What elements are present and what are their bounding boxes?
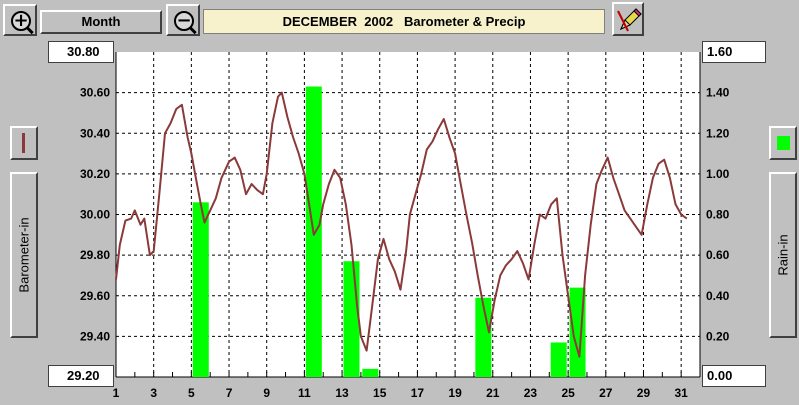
left-y-tick-label: 29.80 — [80, 248, 110, 262]
x-tick-label: 15 — [373, 386, 387, 400]
rain-bar-day-14 — [362, 368, 379, 377]
left-y-tick-label: 30.60 — [80, 86, 110, 100]
left-y-tick-label: 30.40 — [80, 126, 110, 140]
right-y-tick-label: 0.60 — [706, 248, 730, 262]
zoom-in-button[interactable]: + — [3, 4, 37, 36]
right-axis-bottom-value: 0.00 — [702, 365, 766, 387]
rain-bar-swatch-button[interactable] — [769, 126, 797, 160]
barometer-polyline — [115, 91, 688, 358]
x-tick-label: 31 — [674, 386, 688, 400]
rain-bar-day-20 — [475, 297, 492, 377]
rain-bar-day-24 — [550, 342, 567, 377]
line-swatch-icon — [22, 133, 25, 153]
x-tick-label: 7 — [225, 386, 233, 400]
bar-swatch-icon — [777, 136, 790, 150]
left-y-tick-label: 30.20 — [80, 167, 110, 181]
x-tick-label: 17 — [410, 386, 425, 400]
x-tick-label: 29 — [636, 386, 651, 400]
right-axis-top-value: 1.60 — [702, 41, 766, 63]
x-tick-label: 19 — [448, 386, 462, 400]
chart-title-month: DECEMBER 2002 — [282, 14, 394, 29]
chart-title: DECEMBER 2002 Barometer & Precip — [203, 9, 605, 34]
pencil-icon — [617, 8, 642, 32]
x-tick-label: 5 — [188, 386, 195, 400]
zoom-in-icon-handle — [25, 26, 34, 35]
left-axis-bottom-value: 29.20 — [48, 365, 114, 387]
zoom-out-button[interactable]: − — [166, 4, 200, 36]
x-tick-label: 25 — [561, 386, 575, 400]
axis-ticks — [115, 372, 682, 377]
chart-title-text: Barometer & Precip — [404, 14, 526, 29]
edit-button[interactable] — [612, 2, 644, 36]
rain-axis-button[interactable]: Rain-in — [769, 172, 797, 338]
left-y-tick-label: 30.00 — [80, 208, 110, 222]
rain-bar-day-5 — [192, 202, 209, 377]
rain-bar-day-11 — [305, 86, 322, 377]
x-tick-label: 11 — [298, 386, 311, 400]
rain-bar-day-25 — [569, 287, 586, 377]
right-y-tick-label: 1.00 — [706, 167, 730, 181]
barometer-axis-label: Barometer-in — [16, 217, 32, 293]
plot-area — [116, 52, 700, 377]
rain-bars — [192, 86, 586, 377]
zoom-out-icon-handle — [188, 26, 197, 35]
x-tick-label: 9 — [263, 386, 271, 400]
x-tick-label: 21 — [486, 386, 500, 400]
x-tick-label: 1 — [112, 386, 120, 400]
y-tick-labels: 29.40 0.20 29.60 0.40 29.80 0.60 30.00 0.80 30.2… — [80, 86, 730, 344]
right-y-tick-label: 0.80 — [706, 208, 730, 222]
x-tick-label: 23 — [523, 386, 538, 400]
rain-bar-day-13 — [343, 261, 360, 377]
right-y-tick-label: 1.20 — [706, 126, 730, 140]
barometer-line-swatch-button[interactable] — [10, 126, 38, 160]
left-axis-top-value: 30.80 — [48, 41, 114, 63]
x-tick-label: 27 — [599, 386, 613, 400]
barometer-line — [115, 91, 688, 358]
rain-axis-label: Rain-in — [775, 234, 791, 276]
right-y-tick-label: 1.40 — [706, 86, 730, 100]
right-y-tick-label: 0.40 — [706, 289, 730, 303]
grid — [115, 52, 701, 378]
zoom-in-icon: + — [11, 11, 31, 31]
left-y-tick-label: 29.40 — [80, 329, 110, 343]
x-tick-label: 3 — [150, 386, 158, 400]
period-select-button[interactable]: Month — [40, 10, 162, 34]
barometer-axis-button[interactable]: Barometer-in — [10, 172, 38, 338]
left-y-tick-label: 29.60 — [80, 289, 110, 303]
right-y-tick-label: 0.20 — [706, 329, 730, 343]
x-tick-label: 13 — [335, 386, 349, 400]
zoom-out-icon: − — [174, 11, 194, 31]
